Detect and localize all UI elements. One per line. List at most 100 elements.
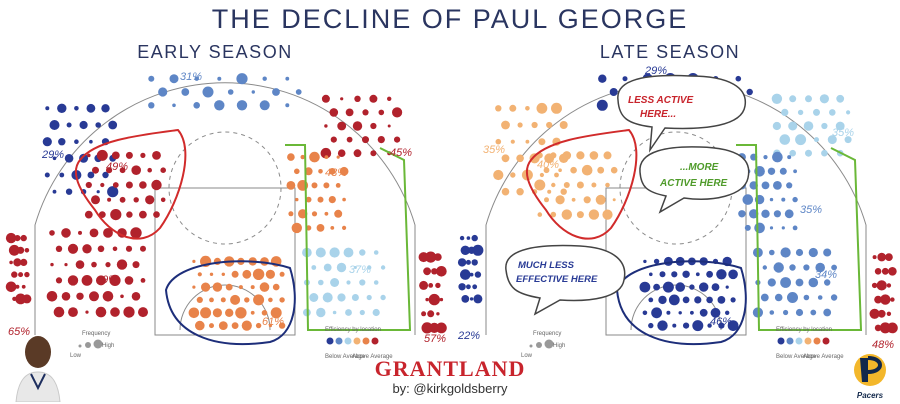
shot-dot bbox=[255, 322, 262, 329]
shot-dot bbox=[767, 278, 776, 287]
shot-dot bbox=[304, 167, 313, 176]
shot-dot bbox=[67, 243, 79, 254]
shot-dot bbox=[112, 246, 118, 252]
shot-dot bbox=[126, 211, 133, 218]
shot-dot bbox=[773, 181, 782, 190]
shot-dot bbox=[151, 179, 162, 191]
shot-dot bbox=[639, 281, 651, 293]
shot-dot bbox=[539, 172, 545, 178]
shot-dot bbox=[230, 294, 241, 305]
shot-dot bbox=[846, 110, 851, 115]
late-legend-low-dot bbox=[529, 344, 533, 348]
shot-dot bbox=[112, 182, 119, 188]
shot-dot bbox=[596, 99, 608, 111]
shot-dot bbox=[102, 171, 109, 179]
shot-dot bbox=[343, 247, 354, 258]
shot-dot bbox=[773, 210, 782, 218]
shot-dot bbox=[52, 189, 57, 194]
efficiency-swatch-blue bbox=[786, 337, 794, 345]
shot-dot bbox=[87, 171, 95, 179]
shot-dot bbox=[251, 90, 255, 94]
shot-dot bbox=[675, 282, 685, 292]
zone-dots-right-baseline-mid-range bbox=[752, 247, 838, 318]
shot-dot bbox=[872, 255, 877, 260]
shot-dot bbox=[827, 135, 837, 145]
shot-dot bbox=[272, 283, 280, 291]
shot-dot bbox=[241, 320, 252, 331]
shot-dot bbox=[131, 292, 141, 301]
shot-dot bbox=[109, 274, 121, 286]
shot-dot bbox=[346, 136, 353, 143]
shot-dot bbox=[96, 149, 108, 161]
shot-dot bbox=[394, 136, 401, 143]
shot-dot bbox=[428, 283, 434, 288]
shot-dot bbox=[563, 182, 570, 188]
shot-dot bbox=[46, 291, 58, 302]
shot-dot bbox=[387, 124, 391, 128]
shot-dot bbox=[285, 76, 290, 81]
efficiency-swatch-orange bbox=[813, 337, 821, 345]
shot-dot bbox=[74, 139, 79, 144]
shot-dot bbox=[102, 291, 114, 302]
shot-dot bbox=[788, 121, 798, 131]
shot-dot bbox=[336, 262, 347, 273]
shot-dot bbox=[369, 94, 378, 103]
shot-dot bbox=[558, 168, 562, 172]
shot-dot bbox=[725, 285, 729, 289]
shot-dot bbox=[458, 283, 466, 291]
shot-dot bbox=[345, 108, 354, 117]
shot-dot bbox=[718, 322, 725, 329]
shot-dot bbox=[370, 150, 377, 157]
shot-dot bbox=[690, 310, 694, 315]
shot-dot bbox=[89, 291, 99, 302]
byline: by: @kirkgoldsberry bbox=[392, 381, 508, 396]
shot-dot bbox=[744, 224, 751, 231]
shot-dot bbox=[377, 136, 385, 144]
shot-dot bbox=[212, 282, 223, 292]
shot-dot bbox=[877, 252, 886, 262]
shot-dot bbox=[772, 121, 782, 131]
shot-dot bbox=[781, 108, 789, 116]
shot-dot bbox=[337, 149, 346, 157]
shot-dot bbox=[821, 149, 828, 157]
shot-dot bbox=[138, 307, 148, 318]
shot-dot bbox=[107, 186, 119, 198]
shot-dot bbox=[460, 269, 471, 280]
shot-dot bbox=[323, 263, 332, 272]
late-frequency-legend: Frequency Low High bbox=[521, 331, 565, 359]
early-legend-efficiency: Efficiency by location bbox=[325, 327, 381, 333]
shot-dot bbox=[571, 197, 576, 202]
shot-dot bbox=[42, 137, 52, 147]
shot-dot bbox=[367, 265, 372, 270]
shot-dot bbox=[773, 262, 784, 273]
pacers-logo: Pacers bbox=[854, 354, 886, 400]
shot-dot bbox=[779, 167, 787, 175]
shot-dot bbox=[562, 151, 572, 160]
shot-dot bbox=[439, 297, 444, 302]
shot-dot bbox=[9, 260, 13, 265]
shot-dot bbox=[543, 167, 550, 174]
shot-dot bbox=[188, 307, 200, 319]
shot-dot bbox=[472, 244, 484, 256]
shot-dot bbox=[795, 134, 807, 146]
shot-dot bbox=[55, 277, 63, 284]
late-legend-efficiency: Efficiency by location bbox=[776, 327, 832, 333]
shot-dot bbox=[795, 248, 804, 257]
shot-dot bbox=[434, 253, 442, 261]
shot-dot bbox=[887, 322, 898, 334]
shot-dot bbox=[706, 270, 713, 278]
shot-dot bbox=[220, 297, 226, 303]
shot-dot bbox=[672, 323, 677, 328]
shot-dot bbox=[353, 266, 357, 269]
shot-dot bbox=[291, 222, 302, 234]
shot-dot bbox=[762, 265, 767, 270]
shot-dot bbox=[546, 121, 553, 129]
shot-dot bbox=[324, 155, 329, 160]
shot-dot bbox=[359, 249, 366, 256]
shot-dot bbox=[749, 209, 759, 219]
shot-dot bbox=[85, 181, 92, 189]
shot-dot bbox=[612, 198, 616, 202]
shot-dot bbox=[106, 167, 113, 174]
late-pct-left-wing: 35% bbox=[483, 144, 505, 156]
shot-dot bbox=[648, 322, 654, 329]
